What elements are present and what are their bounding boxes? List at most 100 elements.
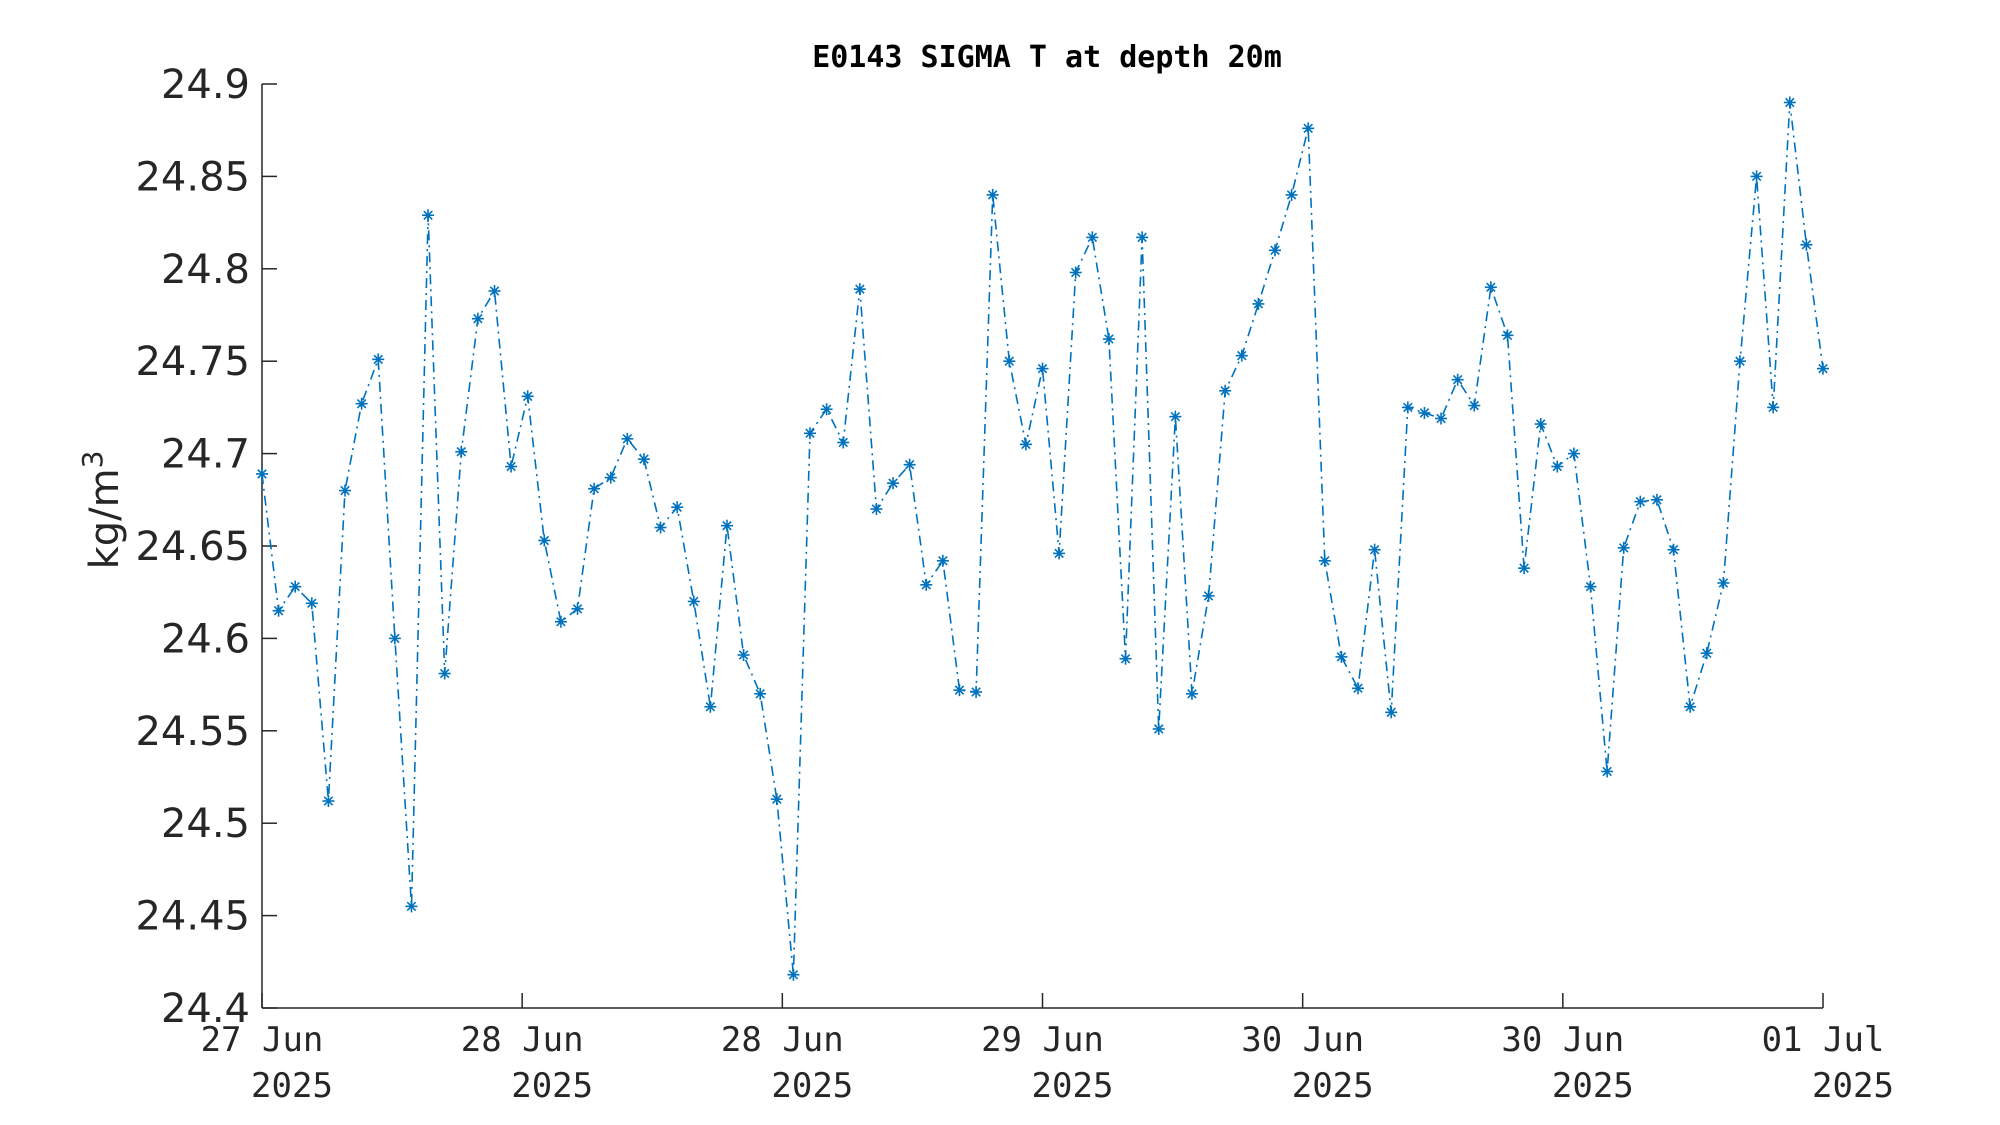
data-point <box>986 188 999 201</box>
data-point <box>1435 412 1448 425</box>
data-point <box>604 471 617 484</box>
data-point <box>1601 765 1614 778</box>
data-point <box>820 403 833 416</box>
data-point <box>1501 329 1514 342</box>
x-tick-label: 30 Jun <box>1241 1020 1364 1060</box>
plot-series <box>256 96 1829 981</box>
y-axis-label-unit: kg/m <box>82 468 128 569</box>
data-point <box>1667 543 1680 556</box>
x-tick-year-label: 2025 <box>1292 1066 1374 1106</box>
data-point <box>737 649 750 662</box>
data-point <box>936 554 949 567</box>
data-point <box>887 477 900 490</box>
data-point <box>305 597 318 610</box>
data-point <box>804 427 817 440</box>
data-point <box>1252 297 1265 310</box>
data-point <box>554 615 567 628</box>
data-point <box>1717 576 1730 589</box>
y-tick-label: 24.6 <box>161 616 250 662</box>
data-point <box>372 353 385 366</box>
data-point <box>1484 281 1497 294</box>
data-point <box>1518 562 1531 575</box>
x-tick-label: 29 Jun <box>981 1020 1104 1060</box>
y-tick-label: 24.65 <box>135 524 250 570</box>
x-tick-label: 27 Jun <box>201 1020 324 1060</box>
data-point <box>1800 238 1813 251</box>
data-point <box>870 503 883 516</box>
data-point <box>521 390 534 403</box>
data-point <box>671 501 684 514</box>
data-point <box>1285 188 1298 201</box>
x-tick-label: 28 Jun <box>461 1020 584 1060</box>
x-tick-year-label: 2025 <box>511 1066 593 1106</box>
data-point <box>770 793 783 806</box>
y-tick-label: 24.5 <box>161 801 250 847</box>
x-tick-year-label: 2025 <box>771 1066 853 1106</box>
data-point <box>1003 355 1016 368</box>
data-point <box>422 209 435 222</box>
data-point <box>787 968 800 981</box>
y-tick-label: 24.55 <box>135 709 250 755</box>
data-point <box>1086 231 1099 244</box>
data-point <box>1567 447 1580 460</box>
y-tick-label: 24.75 <box>135 339 250 385</box>
data-point <box>1385 706 1398 719</box>
y-tick-label: 24.9 <box>161 62 250 108</box>
data-point <box>505 460 518 473</box>
data-point <box>1185 687 1198 700</box>
data-point <box>1102 333 1115 346</box>
data-point <box>754 687 767 700</box>
x-tick-label: 28 Jun <box>721 1020 844 1060</box>
data-point <box>1617 541 1630 554</box>
chart-title: E0143 SIGMA T at depth 20m <box>812 40 1282 75</box>
data-point <box>704 700 717 713</box>
data-point <box>272 604 285 617</box>
data-point <box>1335 650 1348 663</box>
data-point <box>1418 406 1431 419</box>
data-point <box>488 284 501 297</box>
data-point <box>1352 682 1365 695</box>
data-point <box>339 484 352 497</box>
data-point <box>1451 373 1464 386</box>
data-point <box>256 467 268 480</box>
data-point <box>1268 244 1281 257</box>
data-point <box>571 602 584 615</box>
data-point <box>355 397 368 410</box>
data-point <box>687 595 700 608</box>
data-point <box>1202 589 1215 602</box>
data-point <box>1551 460 1564 473</box>
data-point <box>1534 418 1547 431</box>
y-axis: 24.4 24.45 24.5 24.55 24.6 24.65 24.7 24.75 24.8… <box>135 62 277 1032</box>
y-axis-label: kg/m3 <box>76 451 128 570</box>
y-tick-label: 24.45 <box>135 894 250 940</box>
data-point <box>621 432 634 445</box>
data-point <box>1302 122 1315 135</box>
x-tick-label: 01 Jul <box>1762 1020 1885 1060</box>
data-point <box>1053 547 1066 560</box>
data-point <box>637 453 650 466</box>
data-point <box>1401 401 1414 414</box>
data-point <box>289 580 302 593</box>
y-tick-label: 24.8 <box>161 247 250 293</box>
x-tick-year-label: 2025 <box>1552 1066 1634 1106</box>
data-point <box>1634 495 1647 508</box>
data-point <box>438 667 451 680</box>
data-point <box>388 632 401 645</box>
x-tick-year-label: 2025 <box>1032 1066 1114 1106</box>
data-point <box>1700 647 1713 660</box>
data-point <box>1235 349 1248 362</box>
data-point <box>1750 170 1763 183</box>
data-point <box>1783 96 1796 109</box>
x-tick-year-label: 2025 <box>1812 1066 1894 1106</box>
y-tick-label: 24.85 <box>135 154 250 200</box>
data-point <box>1733 355 1746 368</box>
data-point <box>1468 399 1481 412</box>
data-point <box>1767 401 1780 414</box>
data-point <box>720 519 733 532</box>
data-point <box>1650 493 1663 506</box>
data-point <box>1036 362 1049 375</box>
data-point <box>953 684 966 697</box>
x-tick-year-label: 2025 <box>251 1066 333 1106</box>
data-point <box>1584 580 1597 593</box>
